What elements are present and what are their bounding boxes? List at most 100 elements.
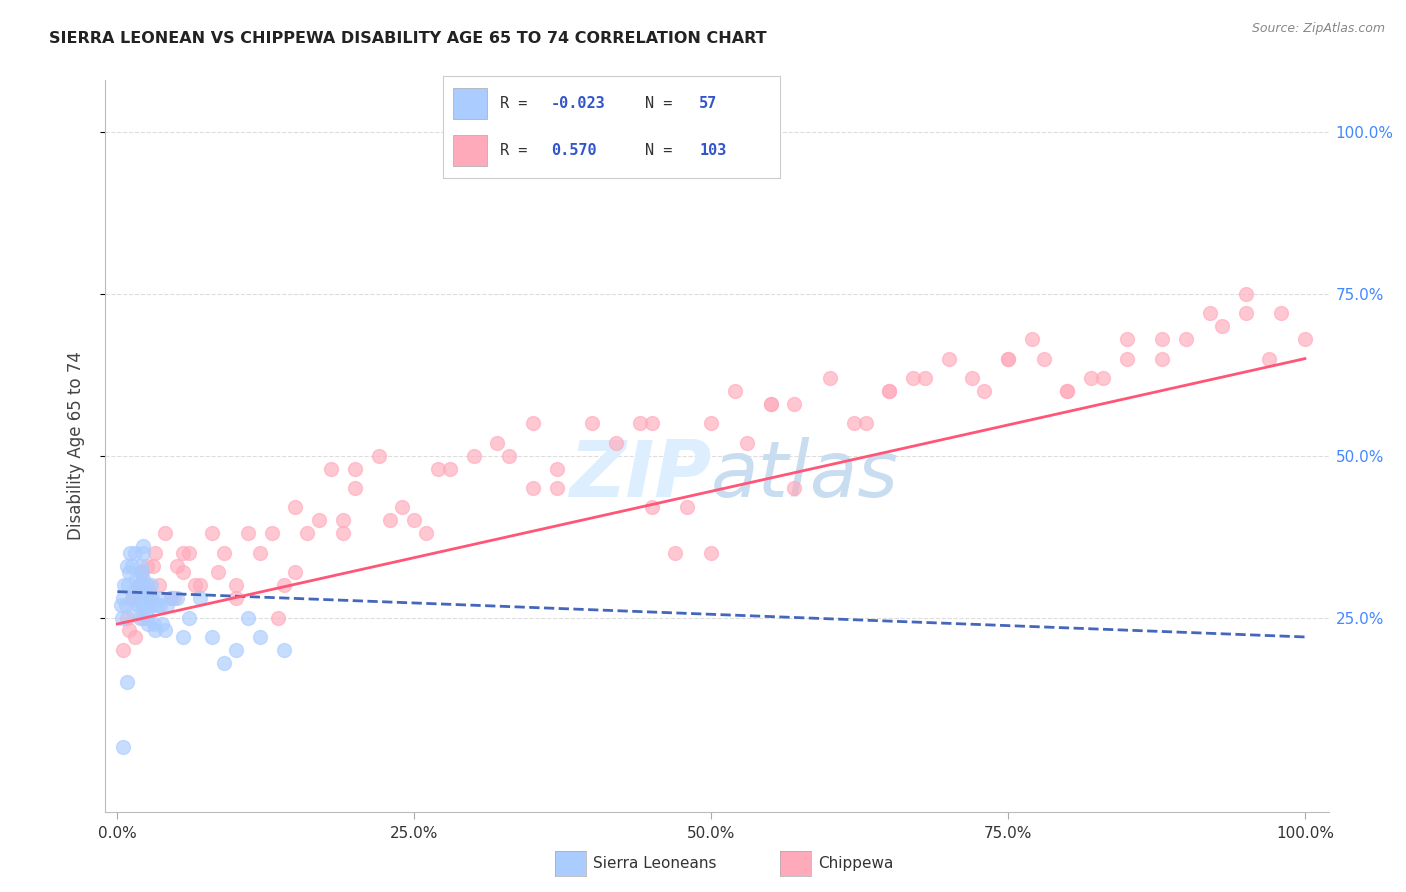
Point <box>463 449 485 463</box>
Point <box>177 546 200 560</box>
Point <box>121 591 143 606</box>
Point <box>1115 351 1137 366</box>
Point <box>581 417 603 431</box>
Point <box>676 500 699 515</box>
Text: 103: 103 <box>699 144 727 158</box>
Point <box>114 578 136 592</box>
Point <box>127 598 149 612</box>
Point <box>183 578 205 592</box>
Point <box>1270 306 1292 320</box>
Point <box>136 578 159 592</box>
Point <box>522 481 544 495</box>
Point <box>143 624 166 638</box>
Point <box>115 558 138 573</box>
Point <box>132 610 155 624</box>
Point <box>641 500 664 515</box>
Point <box>308 513 330 527</box>
Point <box>997 351 1019 366</box>
Point <box>212 546 235 560</box>
Text: Source: ZipAtlas.com: Source: ZipAtlas.com <box>1251 22 1385 36</box>
Point <box>124 630 146 644</box>
Point <box>163 591 186 606</box>
Point <box>112 643 135 657</box>
Text: R =: R = <box>501 144 546 158</box>
Point <box>110 598 132 612</box>
Point <box>225 591 247 606</box>
Point <box>118 566 141 580</box>
Point <box>143 617 166 632</box>
Point <box>153 624 176 638</box>
Bar <box>453 136 486 166</box>
Point <box>1021 332 1043 346</box>
Text: atlas: atlas <box>711 437 898 513</box>
Point <box>877 384 900 398</box>
Point <box>166 591 188 606</box>
Point <box>818 371 841 385</box>
Text: SIERRA LEONEAN VS CHIPPEWA DISABILITY AGE 65 TO 74 CORRELATION CHART: SIERRA LEONEAN VS CHIPPEWA DISABILITY AG… <box>49 31 766 46</box>
Text: 57: 57 <box>699 96 717 111</box>
Point <box>938 351 960 366</box>
Point <box>225 578 247 592</box>
Point <box>159 591 181 606</box>
Point <box>343 481 366 495</box>
Point <box>128 610 150 624</box>
Point <box>129 558 152 573</box>
Point <box>166 558 188 573</box>
Point <box>177 610 200 624</box>
Text: 0.570: 0.570 <box>551 144 596 158</box>
Point <box>172 630 194 644</box>
Point <box>135 578 157 592</box>
Point <box>266 610 288 624</box>
Point <box>201 526 224 541</box>
Point <box>877 384 900 398</box>
Point <box>139 578 162 592</box>
Point <box>136 617 159 632</box>
Point <box>122 604 145 618</box>
Point <box>332 513 354 527</box>
Point <box>522 417 544 431</box>
Point <box>149 598 172 612</box>
Text: N =: N = <box>645 96 672 111</box>
Point <box>114 598 136 612</box>
Point <box>1032 351 1054 366</box>
Point <box>319 461 342 475</box>
Point <box>135 591 157 606</box>
Point <box>297 526 319 541</box>
Point <box>724 384 747 398</box>
Point <box>153 526 176 541</box>
Point <box>1211 319 1233 334</box>
Point <box>1080 371 1102 385</box>
Point <box>273 578 295 592</box>
Point <box>120 546 142 560</box>
Point <box>132 572 155 586</box>
Point <box>142 598 165 612</box>
Point <box>121 591 143 606</box>
Point <box>148 578 170 592</box>
Point <box>391 500 413 515</box>
Point <box>641 417 664 431</box>
Point <box>664 546 686 560</box>
Point <box>121 591 143 606</box>
Point <box>367 449 389 463</box>
Point <box>1152 351 1174 366</box>
Point <box>332 526 354 541</box>
Point <box>343 461 366 475</box>
Point <box>117 578 139 592</box>
Point <box>172 566 194 580</box>
Point <box>124 584 146 599</box>
Point <box>236 610 259 624</box>
Point <box>124 546 146 560</box>
Point <box>380 513 402 527</box>
Point <box>1199 306 1222 320</box>
Point <box>121 558 143 573</box>
Point <box>439 461 461 475</box>
Point <box>132 546 155 560</box>
Bar <box>453 88 486 119</box>
Point <box>129 566 152 580</box>
Point <box>1234 286 1257 301</box>
Point <box>1294 332 1316 346</box>
Point <box>134 584 156 599</box>
Point <box>132 539 155 553</box>
Point <box>131 566 153 580</box>
Point <box>284 566 307 580</box>
